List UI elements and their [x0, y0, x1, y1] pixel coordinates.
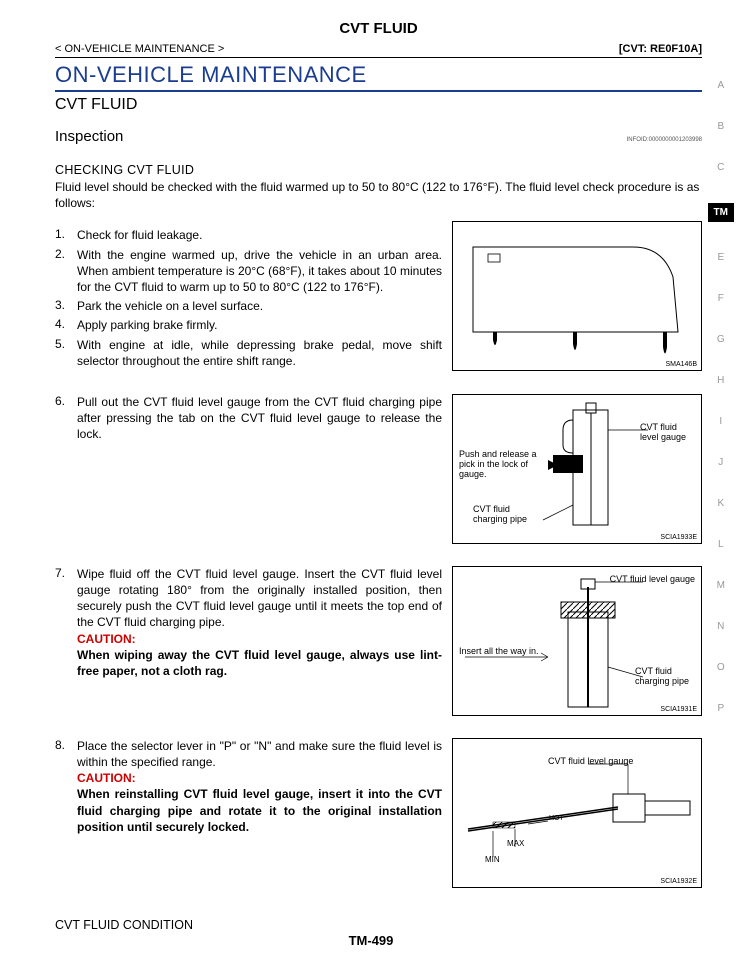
step-text: Pull out the CVT fluid level gauge from … [77, 394, 442, 443]
fig4-label1: CVT fluid level gauge [548, 757, 648, 767]
step-num: 7. [55, 566, 77, 679]
caution-label: CAUTION: [77, 632, 136, 646]
header-row: < ON-VEHICLE MAINTENANCE > [CVT: RE0F10A… [55, 43, 702, 58]
fig2-code: SCIA1933E [660, 534, 697, 541]
caution-text: When wiping away the CVT fluid level gau… [77, 648, 442, 678]
step-text: Check for fluid leakage. [77, 227, 442, 243]
step-num: 2. [55, 247, 77, 296]
steps-list: 1.Check for fluid leakage. 2.With the en… [55, 227, 442, 369]
fig4-hot: HOT [549, 815, 564, 822]
fig3-label3: CVT fluid charging pipe [635, 667, 695, 687]
step-num: 1. [55, 227, 77, 243]
step-text: Place the selector lever in "P" or "N" a… [77, 738, 442, 835]
fig3-label2: Insert all the way in. [459, 647, 549, 657]
infoid: INFOID:0000000001203998 [627, 137, 702, 143]
section-title: ON-VEHICLE MAINTENANCE [55, 62, 702, 92]
fig3-code: SCIA1931E [660, 706, 697, 713]
intro-text: Fluid level should be checked with the f… [55, 179, 702, 211]
subsection-title: CVT FLUID [55, 96, 702, 114]
fig3-label1: CVT fluid level gauge [600, 575, 695, 585]
caution-label: CAUTION: [77, 771, 136, 785]
figure-4: CVT fluid level gauge HOT MAX MIN SCIA19… [452, 738, 702, 888]
fig2-label1: CVT fluid level gauge [640, 423, 695, 443]
step-num: 4. [55, 317, 77, 333]
figure-2: CVT fluid level gauge Push and release a… [452, 394, 702, 544]
figure-3: CVT fluid level gauge Insert all the way… [452, 566, 702, 716]
step-text: Apply parking brake firmly. [77, 317, 442, 333]
header-left: < ON-VEHICLE MAINTENANCE > [55, 43, 224, 55]
doc-title: CVT FLUID [55, 20, 702, 37]
caution-text: When reinstalling CVT fluid level gauge,… [77, 787, 442, 833]
step-num: 8. [55, 738, 77, 835]
step-num: 5. [55, 337, 77, 369]
step-text: Wipe fluid off the CVT fluid level gauge… [77, 566, 442, 679]
header-right: [CVT: RE0F10A] [619, 43, 702, 55]
step-num: 3. [55, 298, 77, 314]
step-num: 6. [55, 394, 77, 443]
step-text: Park the vehicle on a level surface. [77, 298, 442, 314]
fig4-min: MIN [485, 855, 500, 864]
fig4-max: MAX [507, 839, 524, 848]
inspection-heading: Inspection [55, 128, 123, 145]
fig1-code: SMA146B [665, 361, 697, 368]
page-number: TM-499 [0, 933, 742, 948]
step-text: With engine at idle, while depressing br… [77, 337, 442, 369]
fig2-label3: CVT fluid charging pipe [473, 505, 538, 525]
footer-heading: CVT FLUID CONDITION [55, 918, 702, 932]
step-text: With the engine warmed up, drive the veh… [77, 247, 442, 296]
checking-heading: CHECKING CVT FLUID [55, 163, 702, 177]
fig2-label2: Push and release a pick in the lock of g… [459, 450, 547, 480]
figure-1: SMA146B [452, 221, 702, 371]
fig4-code: SCIA1932E [660, 878, 697, 885]
